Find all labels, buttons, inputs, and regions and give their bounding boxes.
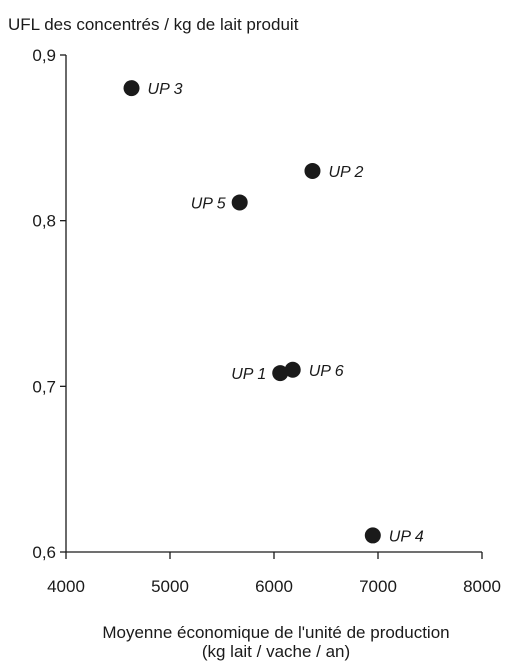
data-point-label: UP 1 (231, 366, 266, 383)
data-point (284, 361, 301, 378)
x-tick-label: 7000 (359, 577, 397, 596)
y-ticks: 0,6 0,7 0,8 0,9 (32, 46, 66, 562)
x-ticks: 4000 5000 6000 7000 8000 (47, 552, 501, 596)
data-point (272, 365, 289, 382)
data-point-label: UP 5 (191, 195, 226, 212)
data-point-label: UP 6 (309, 363, 344, 380)
x-axis-title-line-2: (kg lait / vache / an) (202, 642, 350, 661)
x-tick-label: 6000 (255, 577, 293, 596)
data-point-label: UP 2 (328, 164, 363, 181)
y-tick-label: 0,8 (32, 212, 56, 231)
data-points: UP 3 UP 2 UP 5 UP 1 UP 6 UP 4 (123, 80, 424, 545)
y-tick-label: 0,9 (32, 46, 56, 65)
data-point (364, 527, 381, 544)
data-point-label: UP 3 (148, 81, 183, 98)
x-tick-label: 5000 (151, 577, 189, 596)
y-tick-label: 0,7 (32, 377, 56, 396)
data-point (123, 80, 140, 97)
data-point (231, 194, 248, 211)
x-axis-title-line-1: Moyenne économique de l'unité de product… (102, 623, 449, 642)
data-point-label: UP 4 (389, 528, 424, 545)
y-tick-label: 0,6 (32, 543, 56, 562)
x-tick-label: 8000 (463, 577, 501, 596)
y-axis-title: UFL des concentrés / kg de lait produit (8, 15, 299, 34)
data-point (304, 162, 321, 179)
x-tick-label: 4000 (47, 577, 85, 596)
